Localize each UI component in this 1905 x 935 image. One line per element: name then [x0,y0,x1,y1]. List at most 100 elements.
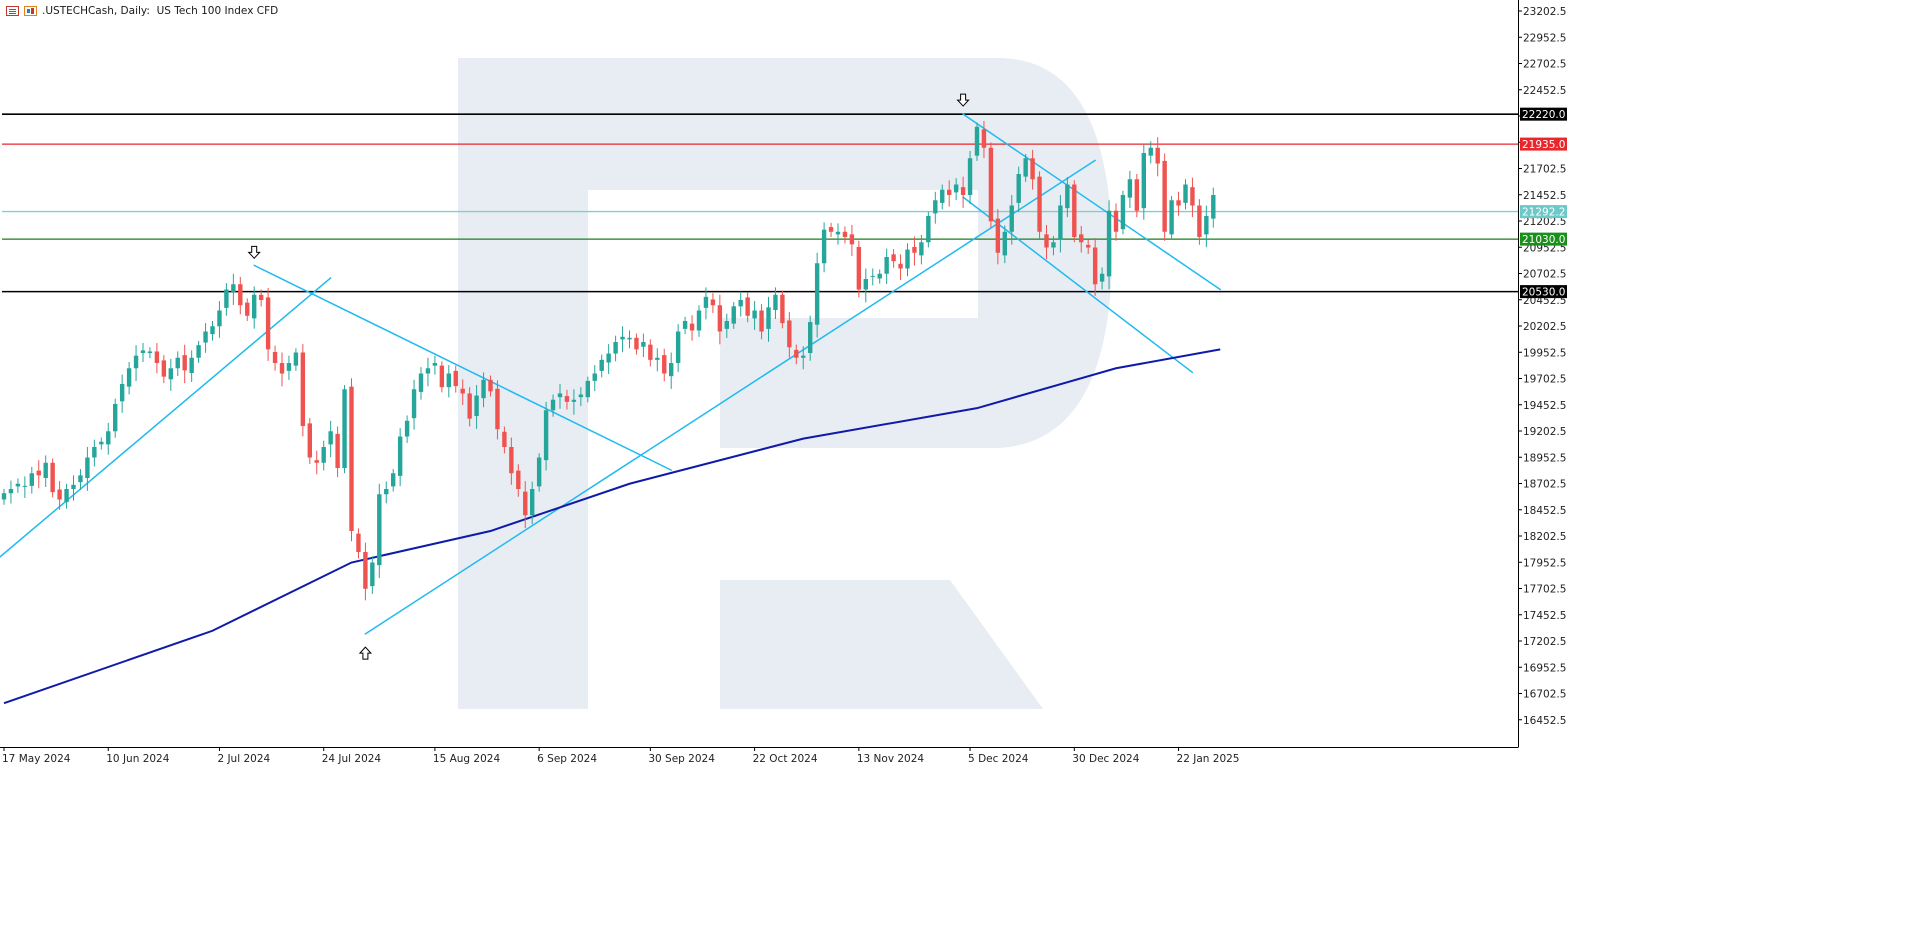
candle-body [509,447,514,474]
candle-body [557,393,563,398]
candle-body [1051,242,1056,248]
y-tick-label: 22952.5 [1523,32,1566,44]
candle-body [474,395,479,417]
candle-body [1030,158,1035,180]
candle-body [842,231,848,238]
candle-body [1023,158,1028,177]
y-tick-label: 20202.5 [1523,321,1566,333]
candle-body [662,355,667,374]
candle-body [745,297,750,316]
candle-body [1113,210,1119,232]
candle-body [516,470,521,490]
candle-body [808,322,813,354]
price-chart[interactable]: 23202.522952.522702.522452.522202.521952… [0,0,1568,769]
trend-line [253,264,672,471]
watermark-logo [458,58,1112,709]
candle-body [1155,147,1160,164]
candle-body [1148,147,1153,156]
candle-body [759,310,764,332]
price-level-label: 22220.0 [1522,109,1565,121]
candle-body [717,305,723,332]
candle-body [849,234,855,245]
candle-body [981,129,987,148]
candle-body [1197,205,1202,238]
candle-body [536,457,542,487]
candle-body [300,352,306,427]
y-tick-label: 22702.5 [1523,59,1566,71]
candle-body [161,360,167,377]
candle-body [773,294,778,310]
description-label: US Tech 100 Index CFD [156,5,279,17]
candle-body [377,494,382,566]
candle-body [154,351,160,364]
candle-body [543,410,549,461]
y-tick-label: 22452.5 [1523,85,1566,97]
candle-body [147,351,153,354]
candle-body [689,323,695,331]
candle-body [196,345,201,358]
candle-body [168,368,173,380]
price-level-label: 21030.0 [1522,234,1565,246]
y-tick-label: 16952.5 [1523,662,1566,674]
x-tick-label: 17 May 2024 [2,753,71,765]
candle-body [106,431,111,445]
candle-body [370,562,375,587]
candle-body [995,218,1001,253]
candle-body [265,297,271,350]
candle-body [898,263,903,269]
candle-body [606,353,611,363]
candle-body [203,331,208,343]
candle-body [418,373,424,392]
candle-body [314,460,319,463]
candle-body [627,337,632,340]
y-tick-label: 17202.5 [1523,636,1566,648]
candle-body [467,393,472,419]
candle-body [953,184,959,193]
candle-body [439,365,445,388]
y-tick-label: 16702.5 [1523,689,1566,701]
candle-body [126,368,132,387]
chart-area[interactable]: 23202.522952.522702.522452.522202.521952… [0,0,1568,769]
price-level-label: 20530.0 [1522,287,1565,299]
candle-body [564,396,570,402]
candle-body [175,357,180,369]
y-tick-label: 21452.5 [1523,190,1566,202]
candle-body [613,342,618,354]
candle-body [585,380,590,398]
candle-body [71,484,76,490]
candle-body [578,394,584,398]
candle-body [523,491,528,516]
candle-body [856,246,862,290]
chart-list-icon[interactable] [6,6,19,16]
x-tick-label: 24 Jul 2024 [322,753,382,765]
candle-body [814,263,820,325]
candle-body [1016,174,1021,203]
candle-body [752,310,757,319]
candle-body [891,254,896,262]
candle-body [425,368,431,374]
candle-body [1211,195,1216,219]
candle-body [231,284,236,293]
candle-body [1099,273,1105,282]
candle-body [530,489,535,516]
y-tick-label: 20702.5 [1523,269,1566,281]
y-tick-label: 16452.5 [1523,715,1566,727]
candle-body [272,351,278,364]
candle-body [947,189,952,196]
candle-body [738,300,743,307]
candle-body [1190,187,1195,206]
price-level-badge [1520,137,1567,151]
candle-body [1037,176,1042,232]
candle-body [933,200,938,214]
y-tick-label: 19702.5 [1523,374,1566,386]
y-tick-label: 19202.5 [1523,426,1566,438]
candle-body [926,216,931,243]
candle-body [119,384,125,402]
candle-body [363,552,368,589]
candle-body [828,227,834,232]
candle-body [495,388,500,430]
candle-body [397,436,403,476]
chart-window-icon[interactable] [24,6,37,16]
x-tick-label: 22 Jan 2025 [1177,753,1240,765]
candle-body [217,310,222,327]
